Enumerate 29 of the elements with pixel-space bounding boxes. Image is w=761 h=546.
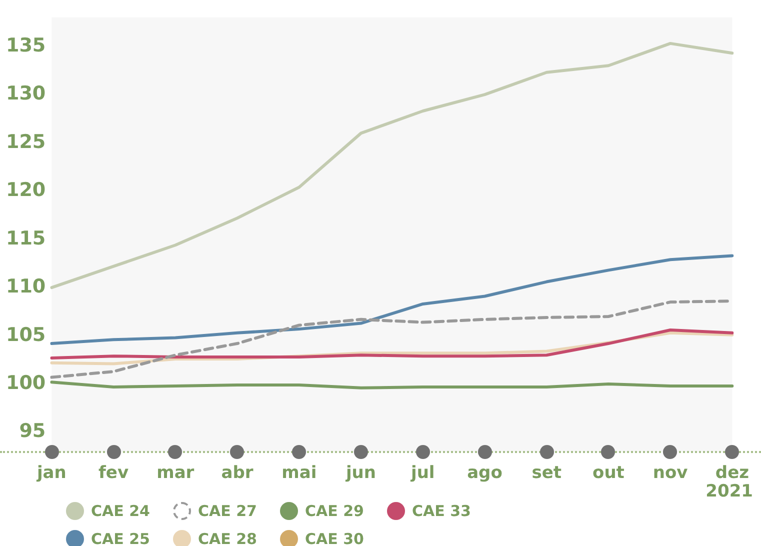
x-tick-label: mar — [156, 463, 195, 484]
y-tick-label: 100 — [6, 372, 46, 394]
y-tick-label: 125 — [6, 130, 46, 153]
x-tick-label: ago — [467, 463, 502, 484]
y-tick-label: 110 — [6, 276, 46, 298]
x-tick-label: nov — [652, 463, 688, 484]
legend-label: CAE 29 — [305, 502, 364, 520]
legend-label: CAE 28 — [198, 530, 257, 546]
x-tick-label: fev — [98, 463, 129, 484]
text: 2021 — [706, 482, 753, 502]
x-tick-label: jul — [410, 463, 435, 484]
legend-label: CAE 25 — [91, 530, 150, 546]
legend-label: CAE 33 — [412, 502, 471, 520]
legend-label: CAE 24 — [91, 502, 150, 520]
x-tick-label: dez — [715, 463, 750, 484]
x-tick-label: jan — [36, 463, 66, 484]
y-tick-label: 95 — [19, 420, 46, 442]
x-tick-label: set — [532, 463, 562, 484]
y-tick-label: 115 — [6, 227, 46, 250]
x-tick-label: abr — [221, 463, 254, 484]
y-tick-label: 135 — [6, 34, 46, 56]
y-tick-label: 105 — [6, 324, 46, 346]
y-tick-label: 120 — [6, 179, 46, 202]
y-tick-label: 130 — [6, 82, 46, 105]
x-tick-label: mai — [282, 463, 317, 484]
x-tick-label: out — [592, 463, 624, 484]
legend-label: CAE 30 — [305, 530, 364, 546]
legend-label: CAE 27 — [198, 502, 257, 520]
x-tick-label: jun — [344, 463, 376, 484]
